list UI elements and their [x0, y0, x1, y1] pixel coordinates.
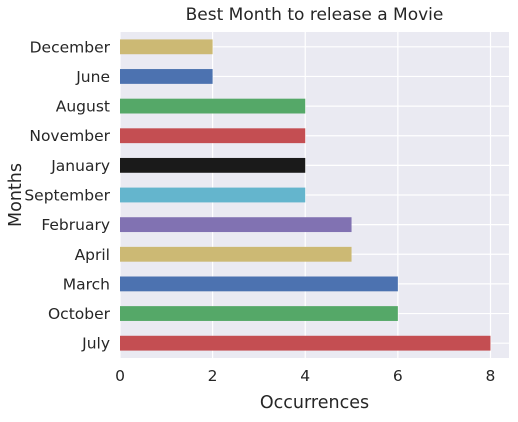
x-tick-labels: 0 2 4 6 8 — [115, 367, 495, 385]
bar-august — [120, 98, 306, 114]
bar-april — [120, 246, 352, 262]
y-tick-label: September — [24, 187, 110, 205]
y-tick-label: December — [30, 38, 111, 56]
bars — [120, 39, 491, 351]
bar-july — [120, 335, 491, 351]
y-tick-label: June — [75, 68, 110, 86]
y-tick-label: October — [48, 305, 111, 323]
bar-january — [120, 157, 306, 173]
x-tick-label: 0 — [115, 367, 125, 385]
y-tick-label: April — [75, 246, 110, 264]
x-tick-label: 6 — [393, 367, 403, 385]
y-tick-label: November — [29, 127, 110, 145]
x-tick-label: 4 — [300, 367, 310, 385]
y-tick-label: February — [41, 216, 110, 234]
y-tick-labels: July October March April February September Ja… — [24, 38, 110, 352]
bar-june — [120, 69, 213, 84]
x-axis-label: Occurrences — [260, 393, 369, 413]
bar-november — [120, 128, 306, 144]
bar-march — [120, 276, 398, 292]
bar-september — [120, 187, 306, 203]
x-tick-label: 8 — [486, 367, 496, 385]
chart-title: Best Month to release a Movie — [186, 5, 444, 25]
bar-february — [120, 217, 352, 233]
x-tick-label: 2 — [208, 367, 218, 385]
y-tick-label: January — [50, 157, 110, 175]
bar-october — [120, 306, 398, 321]
y-tick-label: July — [81, 335, 110, 353]
y-axis-label: Months — [6, 163, 26, 227]
y-tick-label: August — [56, 98, 110, 116]
bar-december — [120, 39, 213, 55]
y-tick-label: March — [63, 275, 110, 293]
